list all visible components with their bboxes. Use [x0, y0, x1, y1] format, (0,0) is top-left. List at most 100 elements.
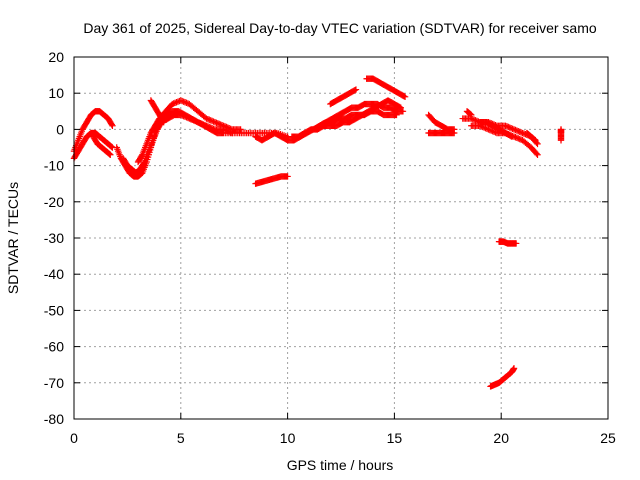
- data-point: [160, 118, 167, 126]
- data-point: [510, 365, 518, 372]
- data-point: [204, 123, 212, 130]
- data-point: [510, 126, 518, 133]
- data-point: [516, 135, 523, 143]
- data-point: [393, 111, 400, 119]
- data-point: [204, 115, 212, 123]
- y-tick-label: -20: [44, 194, 64, 210]
- data-point: [451, 129, 458, 137]
- data-point: [211, 118, 219, 126]
- data-point: [108, 143, 115, 151]
- data-point: [174, 98, 182, 105]
- data-point: [216, 120, 223, 128]
- data-point: [221, 123, 229, 130]
- data-point: [210, 125, 217, 132]
- data-point: [533, 150, 540, 157]
- data-point: [400, 93, 408, 100]
- data-point: [193, 118, 200, 125]
- data-point: [179, 97, 186, 105]
- data-point: [351, 86, 359, 94]
- data-point: [534, 140, 541, 148]
- data-point: [507, 132, 515, 140]
- data-point: [181, 99, 189, 106]
- x-tick-label: 5: [177, 430, 185, 446]
- data-point: [214, 120, 222, 127]
- data-point: [397, 104, 405, 111]
- y-tick-label: -30: [44, 230, 64, 246]
- series-arc20: [476, 118, 516, 140]
- data-point: [488, 127, 495, 134]
- data-point: [505, 123, 512, 131]
- series-arc23: [495, 238, 520, 247]
- data-marks: [70, 75, 565, 390]
- data-point: [213, 119, 220, 126]
- data-point: [203, 122, 210, 129]
- data-point: [483, 125, 491, 132]
- data-point: [396, 103, 403, 111]
- data-point: [191, 117, 199, 125]
- data-point: [399, 108, 407, 115]
- data-point: [170, 100, 177, 107]
- data-point: [217, 121, 224, 128]
- y-tick-label: 20: [48, 49, 64, 65]
- data-point: [171, 99, 179, 107]
- data-point: [227, 125, 234, 132]
- data-point: [194, 118, 202, 126]
- series-arc24: [487, 365, 518, 390]
- data-point: [532, 137, 539, 144]
- data-point: [469, 115, 476, 123]
- data-point: [534, 151, 541, 158]
- data-point: [107, 143, 115, 150]
- data-point: [223, 123, 230, 131]
- chart-title: Day 361 of 2025, Sidereal Day-to-day VTE…: [83, 20, 596, 36]
- data-point: [515, 128, 522, 135]
- data-point: [203, 115, 210, 122]
- series-arc22: [557, 126, 565, 144]
- data-point: [138, 152, 145, 160]
- data-point: [218, 121, 226, 129]
- x-tick-label: 25: [600, 430, 616, 446]
- data-point: [177, 111, 184, 119]
- data-point: [105, 150, 113, 157]
- data-point: [480, 124, 488, 131]
- data-point: [180, 98, 187, 105]
- y-tick-label: 10: [48, 85, 64, 101]
- data-point: [530, 135, 538, 143]
- y-tick-label: -60: [44, 339, 64, 355]
- data-point: [502, 122, 509, 129]
- data-point: [509, 125, 516, 132]
- data-point: [512, 240, 520, 247]
- data-point: [226, 124, 233, 132]
- data-point: [401, 93, 409, 101]
- data-point: [183, 99, 190, 107]
- data-point: [482, 124, 489, 132]
- y-tick-label: -70: [44, 375, 64, 391]
- data-point: [207, 124, 214, 131]
- data-point: [486, 126, 494, 134]
- series-arc13: [327, 86, 360, 108]
- data-point: [186, 115, 193, 122]
- data-point: [557, 137, 565, 144]
- data-point: [109, 122, 116, 129]
- data-point: [179, 112, 186, 119]
- data-point: [207, 117, 214, 124]
- data-point: [284, 173, 291, 180]
- data-point: [468, 115, 475, 122]
- data-point: [200, 121, 207, 128]
- data-point: [485, 126, 492, 133]
- data-point: [508, 133, 516, 140]
- x-axis-label: GPS time / hours: [287, 457, 394, 473]
- series-arc21: [523, 129, 539, 144]
- y-tick-label: -40: [44, 266, 64, 282]
- data-point: [467, 111, 474, 118]
- series-arc3: [90, 133, 114, 158]
- data-point: [187, 115, 194, 123]
- data-point: [472, 117, 479, 124]
- data-point: [515, 135, 522, 142]
- data-point: [196, 119, 203, 126]
- data-point: [531, 136, 538, 143]
- series-arc16: [425, 129, 458, 137]
- data-point: [513, 134, 521, 142]
- data-point: [190, 117, 197, 124]
- data-point: [512, 134, 519, 141]
